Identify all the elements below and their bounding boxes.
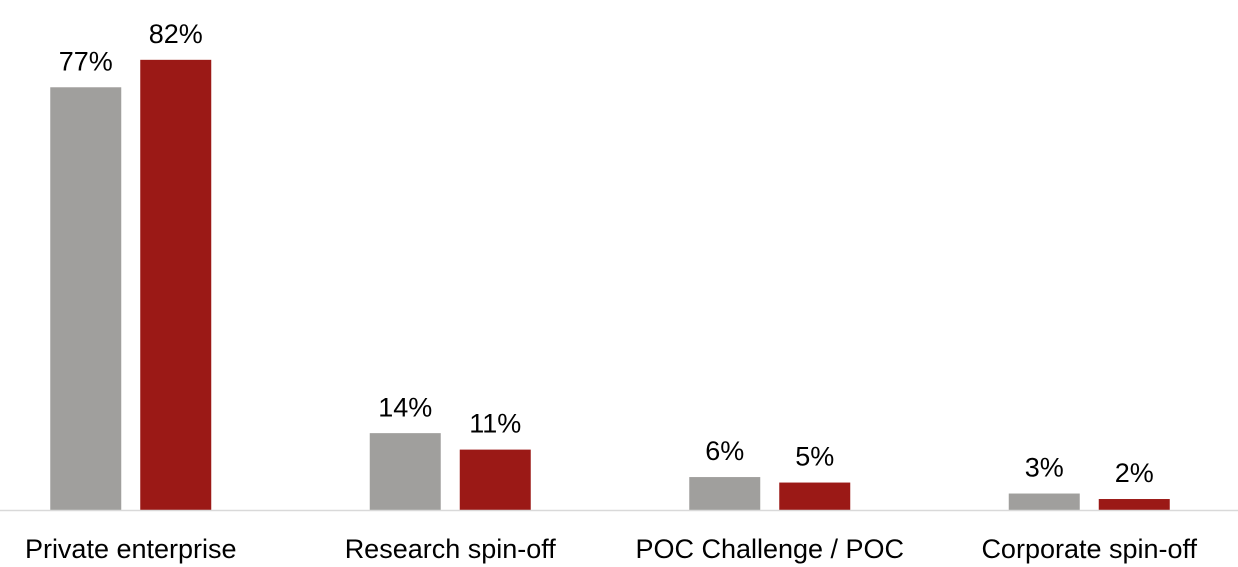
bar: [50, 87, 122, 511]
bar: [459, 449, 531, 510]
data-label: 2%: [1115, 458, 1154, 488]
bar: [779, 482, 851, 510]
data-label: 5%: [795, 442, 834, 472]
x-tick-label: POC Challenge / POC: [635, 534, 904, 564]
x-tick-label: Research spin-off: [345, 534, 557, 564]
data-label: 11%: [469, 409, 521, 439]
data-label: 3%: [1025, 453, 1064, 483]
bar: [1098, 499, 1170, 510]
bar: [140, 59, 212, 510]
x-tick-label: Private enterprise: [25, 534, 237, 564]
data-label: 77%: [59, 46, 113, 76]
data-label: 6%: [705, 436, 744, 466]
bar: [369, 433, 441, 510]
data-label: 82%: [149, 19, 203, 49]
bar: [1008, 493, 1080, 510]
data-label: 14%: [378, 392, 432, 422]
x-tick-label: Corporate spin-off: [981, 534, 1197, 564]
bar: [689, 477, 761, 510]
